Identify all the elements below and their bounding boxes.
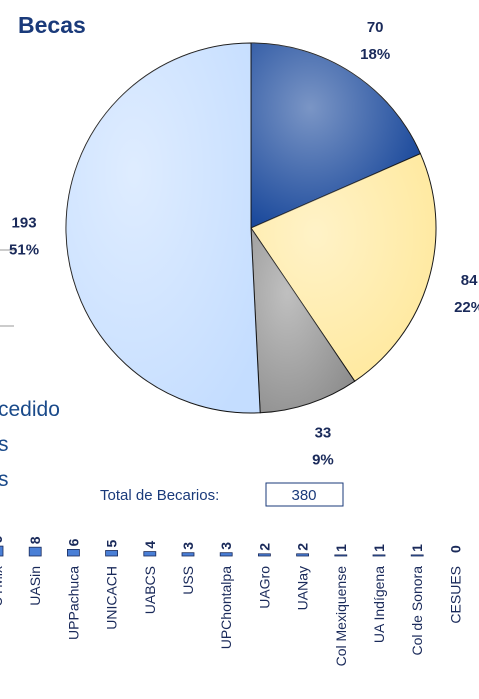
text-fragment: s (0, 468, 9, 491)
bar (219, 552, 233, 557)
bar (28, 546, 42, 557)
bar-value: 3 (218, 542, 234, 550)
bar (334, 554, 348, 557)
percent-label: 18% (360, 46, 390, 63)
bar-value: 2 (295, 543, 311, 551)
pie: 70 18% 84 22% 33 9% 193 51% (9, 19, 479, 468)
bar (0, 545, 4, 557)
total-value: 380 (291, 487, 316, 504)
bar-value: 6 (65, 538, 81, 546)
bar-value: 5 (104, 540, 120, 548)
x-tick-label: UAGro (256, 566, 272, 609)
bar-value: 0 (447, 545, 463, 553)
text-fragment: s (0, 433, 9, 456)
percent-label: 51% (9, 242, 39, 259)
bar (105, 550, 118, 557)
bar-value: 1 (371, 544, 387, 552)
x-tick-label: UNICACH (104, 566, 120, 630)
bar-value: 1 (333, 544, 349, 552)
x-tick-label: CESUES (447, 566, 463, 624)
bar-value: 3 (180, 542, 196, 550)
x-tick-label: Col de Sonora (409, 566, 425, 656)
slice-shine (251, 153, 437, 382)
percent-label: 9% (312, 451, 334, 468)
bar-value: 4 (142, 541, 158, 549)
slice-shine (251, 228, 355, 413)
text-fragment: cedido (0, 398, 60, 421)
bar-value: 9 (0, 535, 5, 543)
x-tick-label: UANay (295, 566, 311, 610)
bar (143, 551, 157, 557)
x-tick-label: USS (180, 566, 196, 595)
chart-title: Becas (18, 12, 86, 38)
bar-value: 1 (409, 544, 425, 552)
x-tick-label: UTMix (0, 566, 5, 606)
x-tick-label: UABCS (142, 566, 158, 614)
slice-shine (251, 43, 421, 228)
x-tick-label: UA Indígena (371, 566, 387, 643)
percent-label: 22% (454, 299, 479, 316)
bar-chart: 9 UTMix 8 UASin 6 UPPachuca 5 UNICACH 4 UABCS 3 USS… (0, 535, 463, 666)
value-label: 84 (461, 272, 478, 289)
total-box (265, 482, 344, 507)
x-tick-label: UPPachuca (65, 566, 81, 640)
bar (372, 554, 386, 557)
x-tick-label: UASin (27, 566, 43, 606)
total-label: Total de Becarios: (100, 487, 219, 504)
bar (181, 552, 195, 557)
value-label: 70 (367, 19, 384, 36)
value-label: 193 (12, 215, 37, 232)
slice-shine (65, 43, 261, 413)
bar-value: 8 (27, 536, 43, 544)
bar (257, 553, 271, 557)
x-tick-label: UPChontalpa (218, 566, 234, 649)
bar-value: 2 (256, 543, 272, 551)
value-label: 33 (315, 424, 332, 441)
bar (410, 554, 424, 557)
x-tick-label: Col Mexiquense (333, 566, 349, 667)
bar (67, 549, 80, 557)
bar (296, 553, 310, 557)
